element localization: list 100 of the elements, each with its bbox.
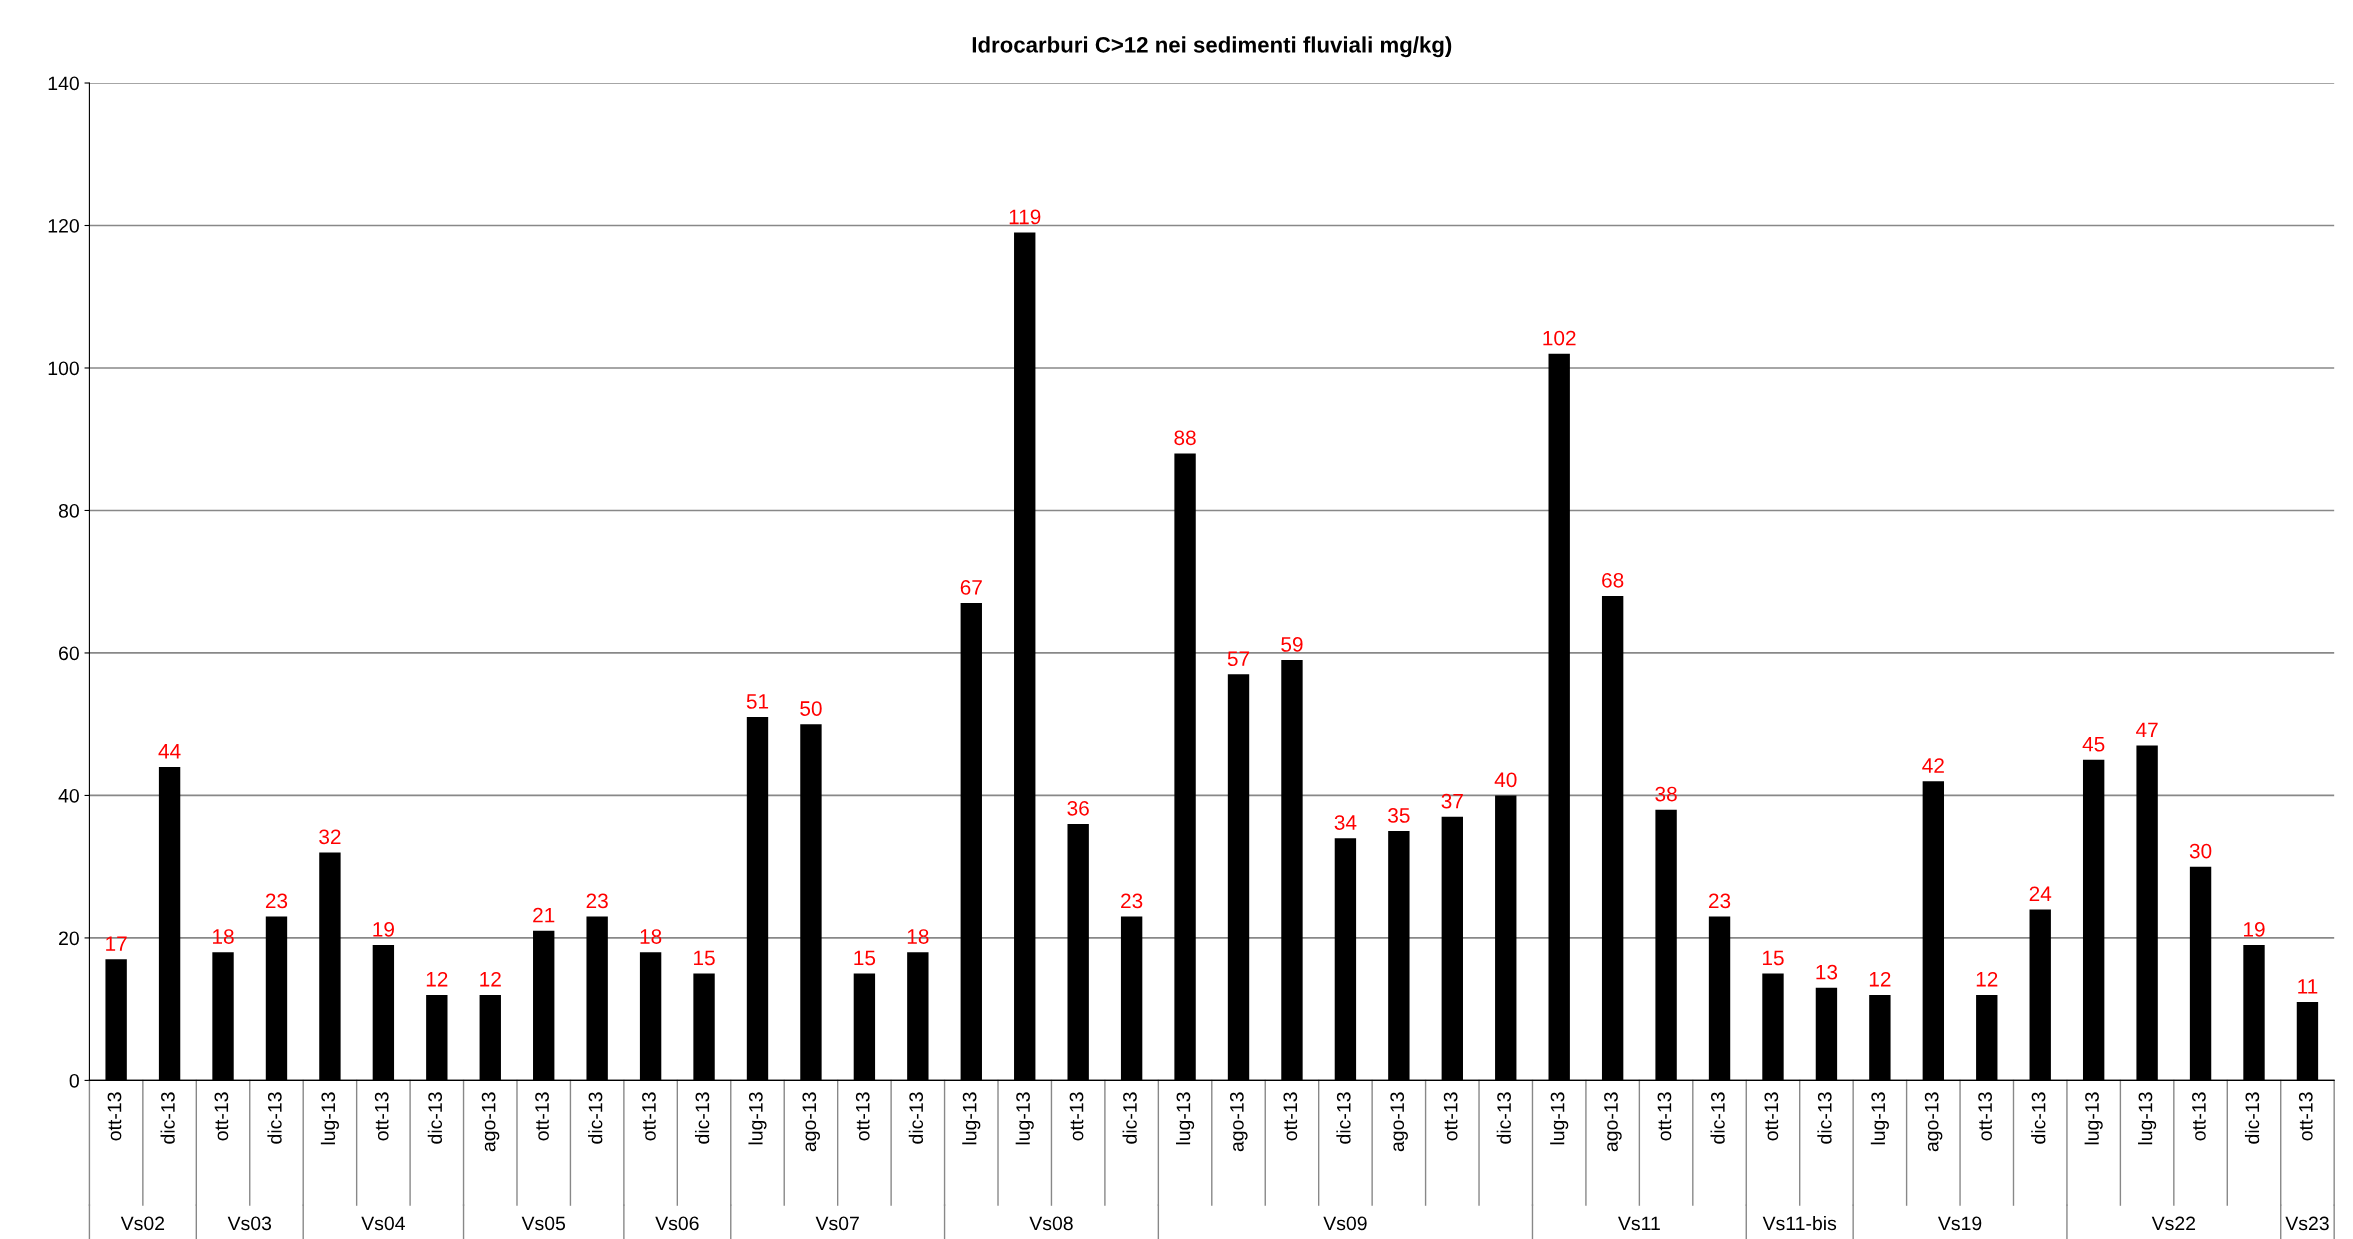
x-tick-label: ago-13 [802, 1092, 821, 1152]
text: Vs06 [655, 1216, 699, 1231]
x-tick-label: dic-13 [1496, 1092, 1511, 1144]
x-tick-label: lug-13 [2138, 1092, 2157, 1145]
x-tick-label: lug-13 [1015, 1092, 1034, 1145]
data-label: 37 [1441, 793, 1463, 809]
text: Vs08 [1029, 1216, 1073, 1231]
x-tick-label: dic-13 [267, 1092, 282, 1144]
y-tick-label: 0 [69, 1073, 79, 1088]
data-label: 35 [1388, 808, 1410, 823]
data-label: 15 [1762, 950, 1784, 966]
x-tick-label: dic-13 [1817, 1092, 1832, 1144]
x-tick-label: ott-13 [855, 1092, 870, 1141]
data-label: 18 [640, 929, 662, 944]
y-tick-label: 40 [58, 788, 79, 803]
x-tick-label: lug-13 [320, 1092, 339, 1145]
data-label: 42 [1922, 758, 1944, 773]
x-tick-label: ago-13 [1229, 1092, 1248, 1152]
x-tick-label: ott-13 [1283, 1092, 1298, 1141]
data-label: 23 [586, 893, 608, 909]
y-tick-label: 80 [58, 503, 79, 518]
x-tick-label: ott-13 [2298, 1092, 2313, 1141]
data-label: 18 [907, 929, 929, 944]
data-label: 23 [265, 893, 288, 909]
x-tick-label: ago-13 [481, 1092, 500, 1152]
y-tick-label: 100 [48, 361, 79, 376]
data-label: 32 [319, 829, 341, 845]
x-tick-label: lug-13 [2084, 1092, 2103, 1145]
x-tick-label: ago-13 [1604, 1092, 1622, 1152]
x-tick-label: ott-13 [1443, 1092, 1458, 1141]
text: Vs09 [1323, 1216, 1367, 1231]
data-label: 102 [1543, 330, 1576, 346]
text: Vs19 [1937, 1216, 1982, 1231]
x-tick-label: dic-13 [2031, 1092, 2046, 1144]
x-tick-label: lug-13 [1550, 1092, 1569, 1145]
data-label: 67 [960, 580, 982, 595]
data-label: 19 [373, 922, 394, 937]
x-tick-label: dic-13 [427, 1092, 443, 1144]
data-label: 57 [1227, 651, 1250, 667]
text: Vs22 [2151, 1216, 2196, 1231]
x-tick-label: dic-13 [1336, 1092, 1351, 1144]
x-tick-label: lug-13 [962, 1092, 981, 1145]
x-tick-label: ott-13 [1764, 1092, 1779, 1141]
text: Vs05 [521, 1216, 566, 1231]
data-label: 13 [1816, 964, 1838, 980]
x-tick-label: ott-13 [374, 1092, 389, 1141]
x-tick-label: ott-13 [642, 1092, 656, 1141]
x-tick-label: ott-13 [1978, 1092, 1992, 1141]
data-label: 21 [533, 907, 555, 923]
y-tick-label: 140 [48, 76, 79, 91]
text: Vs07 [815, 1216, 859, 1231]
data-label: 11 [2298, 979, 2318, 994]
x-tick-label: dic-13 [588, 1092, 603, 1144]
y-tick-label: 60 [59, 646, 79, 661]
data-label: 88 [1174, 430, 1196, 446]
data-label: 15 [854, 950, 876, 966]
data-label: 38 [1655, 786, 1677, 802]
data-label: 24 [2029, 886, 2052, 901]
data-label: 45 [2082, 736, 2105, 752]
x-tick-label: ott-13 [2192, 1092, 2206, 1141]
x-tick-label: ago-13 [1390, 1092, 1408, 1152]
data-label: 44 [158, 744, 181, 759]
x-tick-label: dic-13 [160, 1092, 175, 1144]
text: Vs03 [227, 1216, 272, 1231]
data-label: 12 [480, 971, 501, 987]
text: Vs11-bis [1762, 1215, 1837, 1231]
data-label: 12 [1976, 971, 1998, 987]
x-tick-label: lug-13 [1176, 1092, 1195, 1145]
x-tick-label: ago-13 [1924, 1092, 1943, 1152]
data-label: 19 [2244, 922, 2265, 937]
text: Vs11 [1618, 1216, 1660, 1231]
data-label: 18 [213, 929, 234, 944]
x-tick-label: dic-13 [694, 1092, 710, 1144]
y-tick-label: 120 [48, 218, 79, 233]
data-label: 12 [1869, 971, 1891, 987]
data-label: 51 [746, 694, 769, 709]
x-tick-label: dic-13 [908, 1092, 924, 1144]
data-label: 59 [1281, 637, 1303, 652]
text: Vs02 [120, 1216, 165, 1231]
x-tick-label: dic-13 [1710, 1092, 1725, 1144]
data-label: 17 [106, 936, 127, 951]
x-tick-label: dic-13 [1122, 1092, 1137, 1144]
data-label: 23 [1709, 893, 1731, 909]
y-tick-label: 20 [59, 931, 79, 946]
x-tick-label: ott-13 [1069, 1092, 1084, 1141]
data-label: 34 [1334, 815, 1357, 830]
x-tick-label: ott-13 [1657, 1092, 1672, 1141]
data-label: 12 [426, 971, 448, 987]
text: Vs04 [361, 1216, 405, 1231]
data-label: 36 [1067, 800, 1089, 816]
data-label: 40 [1494, 772, 1517, 788]
x-tick-label: ott-13 [535, 1092, 549, 1141]
data-label: 50 [800, 701, 822, 716]
data-label: 68 [1602, 572, 1624, 588]
data-label: 47 [2136, 722, 2158, 738]
data-label: 119 [1009, 209, 1041, 225]
x-tick-label: lug-13 [748, 1092, 767, 1145]
data-label: 30 [2189, 843, 2212, 859]
x-tick-label: lug-13 [1870, 1092, 1889, 1145]
data-label: 15 [694, 950, 715, 966]
